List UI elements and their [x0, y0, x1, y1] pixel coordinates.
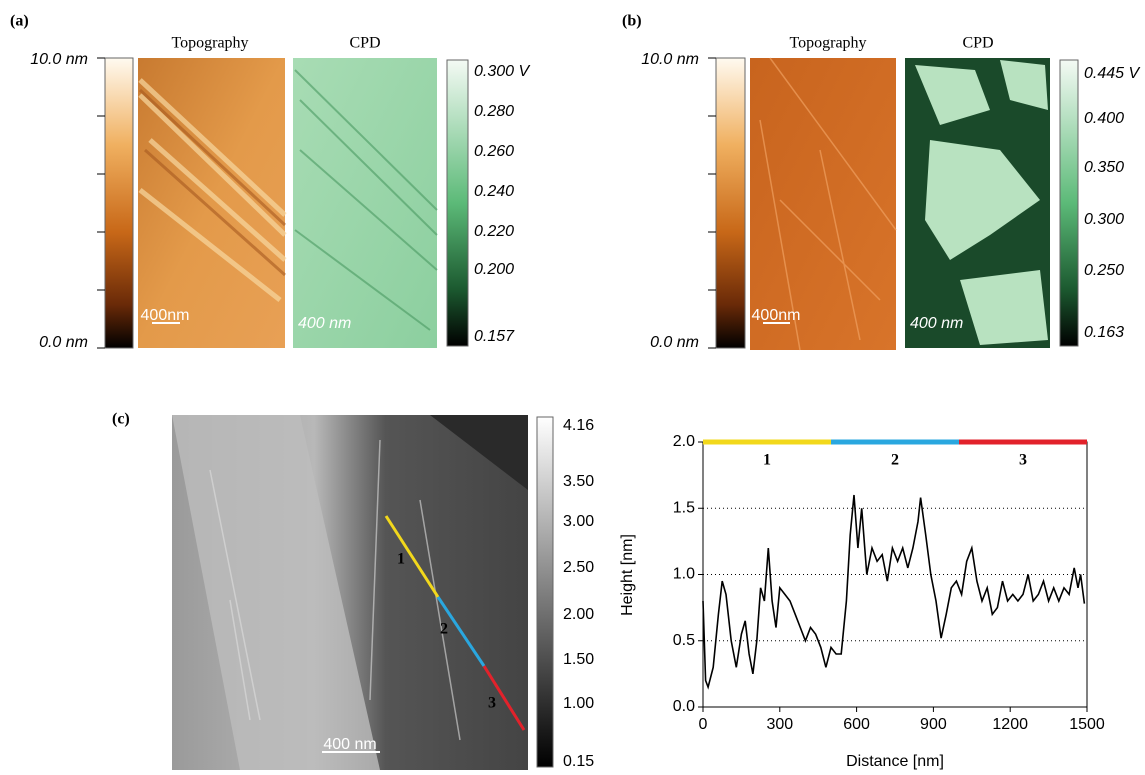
colorbar-label: 0.400 [1084, 110, 1124, 127]
texture [294, 69, 438, 331]
colorbar-label: 3.50 [563, 473, 594, 490]
segment-label: 1 [763, 452, 771, 469]
colorbar-label: 0.445 V [1084, 65, 1140, 82]
y-tick-label: 0.5 [673, 632, 695, 649]
x-axis-label: Distance [nm] [846, 753, 944, 770]
panel-label: (c) [112, 411, 130, 428]
colorbar-label: 3.00 [563, 513, 594, 530]
y-tick-label: 1.5 [673, 499, 695, 516]
y-axis-label: Height [nm] [619, 534, 636, 616]
colorbar-label: 0.163 [1084, 324, 1124, 341]
colorbar-label: 1.00 [563, 695, 594, 712]
profile-label: 3 [488, 695, 496, 712]
scale-bar-label: 400nm [752, 307, 801, 324]
colorbar-label: 0.200 [474, 261, 514, 278]
colorbar-label: 0.157 [474, 328, 515, 345]
scale-bar-label: 400 nm [910, 315, 963, 332]
x-tick-label: 0 [699, 716, 708, 733]
colorbar-labels: 4.16 3.50 3.00 2.50 2.00 1.50 1.00 0.15 [563, 417, 594, 770]
x-tick-label: 1500 [1069, 716, 1105, 733]
colorbar-label: 0.0 nm [39, 334, 88, 351]
colorbar-labels: 0.445 V 0.400 0.350 0.300 0.250 0.163 [1084, 65, 1140, 341]
topography-image [750, 58, 896, 350]
colorbar [536, 416, 554, 768]
colorbar [446, 59, 469, 347]
image-title: CPD [962, 35, 993, 52]
colorbar-label: 4.16 [563, 417, 594, 434]
panel-c: (c) 1 2 3 400 nm 4.16 3.50 3.00 2.50 2.00 1.5… [112, 411, 594, 771]
segment-label: 3 [1019, 452, 1027, 469]
line-chart: Distance [nm] Height [nm] 0.0 0.5 1.0 1.5 2.… [619, 433, 1105, 770]
colorbar-label: 0.260 [474, 143, 514, 160]
colorbar [715, 57, 746, 349]
panel-label: (b) [622, 13, 642, 30]
colorbar-label: 0.300 V [474, 63, 530, 80]
data-line [702, 494, 1086, 690]
x-tick-label: 300 [766, 716, 793, 733]
profile-label: 1 [397, 551, 405, 568]
x-tick-label: 1200 [992, 716, 1028, 733]
colorbar-label: 0.240 [474, 183, 514, 200]
colorbar-label: 2.00 [563, 606, 594, 623]
profile-label: 2 [440, 621, 448, 638]
texture [759, 57, 897, 351]
image-title: Topography [171, 35, 248, 52]
colorbar-label: 0.250 [1084, 262, 1124, 279]
texture [430, 415, 528, 490]
panel-label: (a) [10, 13, 29, 30]
image-title: CPD [349, 35, 380, 52]
texture [209, 439, 461, 741]
x-tick-label: 900 [920, 716, 947, 733]
scale-bar-label: 400nm [141, 307, 190, 324]
colorbar-label: 0.0 nm [650, 334, 699, 351]
texture [138, 88, 287, 277]
colorbar-label: 0.220 [474, 223, 514, 240]
colorbar-labels: 0.300 V 0.280 0.260 0.240 0.220 0.200 0.157 [474, 63, 530, 345]
profile-line [436, 596, 486, 667]
texture [915, 60, 1048, 345]
profile-line [482, 665, 526, 731]
image-title: Topography [789, 35, 866, 52]
colorbar-label: 0.350 [1084, 159, 1124, 176]
panel-a: (a) Topography CPD 10.0 nm 0.0 nm 400nm … [10, 13, 530, 352]
y-tick-label: 2.0 [673, 433, 695, 450]
segment-label: 2 [891, 452, 899, 469]
texture [172, 415, 380, 770]
x-tick-label: 600 [843, 716, 870, 733]
texture [138, 78, 287, 302]
colorbar-label: 1.50 [563, 651, 594, 668]
colorbar-label: 10.0 nm [30, 51, 88, 68]
scale-bar-label: 400 nm [323, 736, 376, 753]
panel-b: (b) Topography CPD 10.0 nm 0.0 nm 400nm … [622, 13, 1140, 352]
colorbar [1059, 59, 1079, 347]
colorbar-label: 0.300 [1084, 211, 1124, 228]
colorbar-label: 0.15 [563, 753, 594, 770]
colorbar-label: 2.50 [563, 559, 594, 576]
scale-bar-label: 400 nm [298, 315, 351, 332]
colorbar-label: 10.0 nm [641, 51, 699, 68]
cpd-image [293, 58, 437, 348]
y-tick-label: 0.0 [673, 698, 695, 715]
profile-line [384, 515, 440, 598]
colorbar-label: 0.280 [474, 103, 514, 120]
y-tick-label: 1.0 [673, 566, 695, 583]
colorbar [104, 57, 134, 349]
